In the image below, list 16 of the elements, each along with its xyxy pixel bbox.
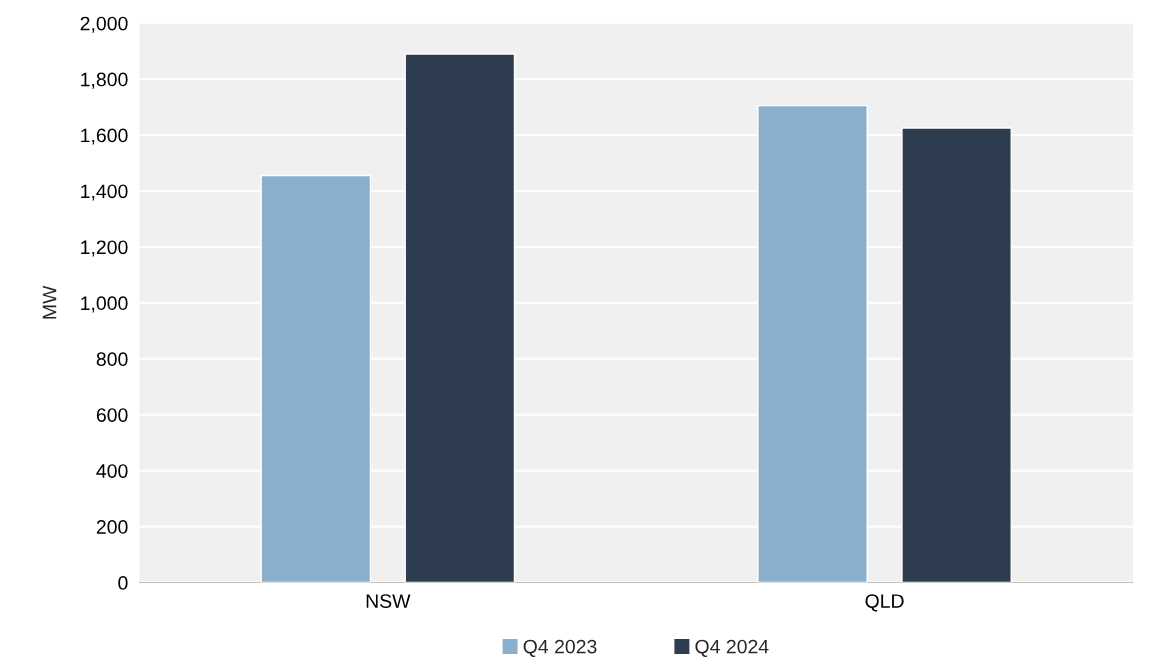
y-tick-label: 1,800 (81, 72, 128, 89)
y-tick-label: 0 (118, 576, 128, 590)
y-tick-label: 800 (96, 352, 128, 367)
y-tick-label: 200 (96, 520, 128, 534)
y-tick-label: 1,600 (81, 128, 128, 145)
x-tick-label: QLD (865, 594, 904, 612)
legend-label: Q4 2023 (523, 639, 597, 657)
legend-label: Q4 2024 (695, 639, 769, 657)
y-tick-label: 1,000 (81, 296, 128, 313)
y-axis-title: MW (42, 285, 57, 319)
y-tick-label: 1,400 (81, 184, 128, 201)
y-tick-label: 1,200 (81, 240, 128, 257)
x-tick-label: NSW (366, 594, 411, 608)
y-tick-label: 2,000 (80, 16, 128, 33)
y-tick-label: 600 (96, 408, 128, 422)
y-tick-label: 400 (96, 464, 128, 478)
